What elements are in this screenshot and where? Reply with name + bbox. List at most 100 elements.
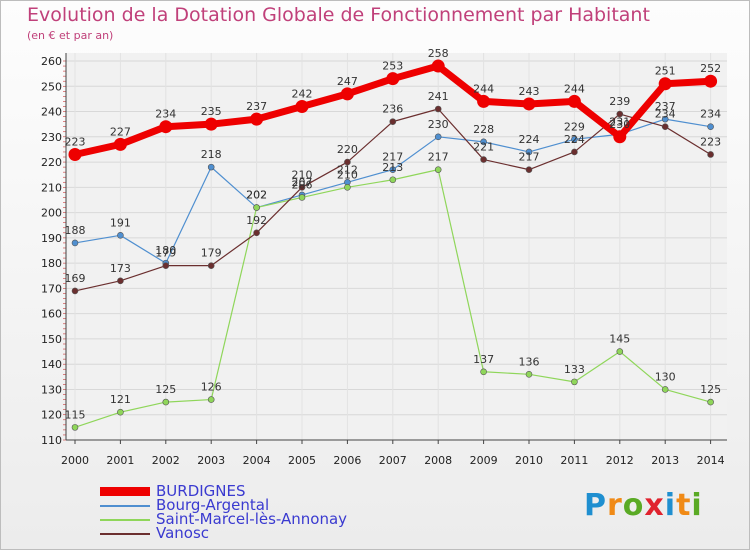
data-point xyxy=(616,110,624,118)
data-label: 133 xyxy=(564,363,585,376)
x-tick-label: 2008 xyxy=(424,454,452,467)
data-label: 212 xyxy=(337,163,358,176)
data-point xyxy=(571,378,578,386)
data-point xyxy=(117,277,124,285)
data-label: 179 xyxy=(155,247,176,260)
data-label: 213 xyxy=(382,161,403,174)
data-label: 241 xyxy=(428,90,449,103)
y-tick-label: 160 xyxy=(41,308,62,321)
data-point xyxy=(616,348,624,355)
y-tick-label: 150 xyxy=(41,333,62,346)
x-tick-label: 2007 xyxy=(379,454,407,467)
data-label: 229 xyxy=(564,120,585,133)
y-tick-label: 170 xyxy=(41,282,62,295)
data-label: 125 xyxy=(155,383,176,396)
logo-letter: x xyxy=(644,488,665,523)
data-point xyxy=(340,87,354,101)
data-point xyxy=(658,77,672,91)
data-point xyxy=(707,123,714,130)
data-label: 258 xyxy=(428,47,449,60)
logo-letter: t xyxy=(676,488,692,523)
data-point xyxy=(386,72,400,86)
data-point xyxy=(525,148,533,156)
logo-letter: P xyxy=(584,488,607,523)
data-label: 234 xyxy=(655,108,676,121)
data-label: 180 xyxy=(155,244,176,257)
data-label: 244 xyxy=(564,82,585,95)
data-point xyxy=(707,151,714,158)
data-label: 136 xyxy=(519,355,540,368)
data-label: 224 xyxy=(519,133,540,146)
chart-subtitle: (en € et par an) xyxy=(27,29,114,42)
x-tick-label: 2002 xyxy=(152,454,180,467)
y-tick-label: 190 xyxy=(41,232,62,245)
data-point xyxy=(71,239,79,247)
legend-swatch xyxy=(100,487,150,496)
data-label: 179 xyxy=(201,247,222,260)
x-tick-label: 2005 xyxy=(288,454,316,467)
legend-swatch xyxy=(100,519,150,521)
data-label: 227 xyxy=(110,125,131,138)
data-point xyxy=(207,262,215,269)
data-point xyxy=(613,130,627,144)
data-label: 228 xyxy=(473,123,494,136)
data-point xyxy=(298,194,306,201)
data-label: 217 xyxy=(428,151,449,164)
y-tick-label: 230 xyxy=(41,131,62,144)
data-label: 223 xyxy=(65,135,86,148)
y-tick-label: 260 xyxy=(41,55,62,68)
data-label: 125 xyxy=(700,383,721,396)
data-label: 217 xyxy=(519,151,540,164)
data-label: 236 xyxy=(382,103,403,116)
x-tick-label: 2001 xyxy=(106,454,134,467)
y-tick-label: 200 xyxy=(41,207,62,220)
data-point xyxy=(71,287,79,295)
data-label: 202 xyxy=(246,189,267,202)
data-label: 230 xyxy=(428,118,449,131)
data-point xyxy=(389,166,397,173)
data-label: 230 xyxy=(609,118,630,131)
data-point xyxy=(344,184,351,191)
data-point xyxy=(661,386,669,393)
data-point xyxy=(661,115,669,123)
data-label: 115 xyxy=(65,408,86,421)
y-tick-label: 210 xyxy=(41,181,62,194)
data-label: 210 xyxy=(292,168,313,181)
data-label: 220 xyxy=(337,143,358,156)
data-point xyxy=(389,118,397,125)
data-label: 188 xyxy=(65,224,86,237)
data-label: 191 xyxy=(110,216,131,229)
y-tick-label: 240 xyxy=(41,106,62,119)
data-point xyxy=(567,94,581,108)
data-point xyxy=(434,105,442,113)
data-label: 242 xyxy=(292,87,313,100)
data-label: 145 xyxy=(609,333,630,346)
data-label: 202 xyxy=(246,189,267,202)
x-tick-label: 2014 xyxy=(697,454,725,467)
data-point xyxy=(253,204,260,211)
data-point xyxy=(389,176,397,184)
logo-letter: o xyxy=(622,488,645,523)
y-tick-label: 180 xyxy=(41,257,62,270)
x-tick-label: 2012 xyxy=(606,454,634,467)
data-point xyxy=(253,229,260,237)
data-point xyxy=(480,368,487,376)
data-point xyxy=(480,138,487,146)
data-point xyxy=(295,99,309,113)
legend-item: Saint-Marcel-lès-Annonay xyxy=(100,510,400,528)
data-point xyxy=(162,262,170,269)
data-label: 206 xyxy=(292,178,313,191)
data-point xyxy=(661,123,669,130)
data-label: 121 xyxy=(110,393,131,406)
legend-item: BURDIGNES xyxy=(100,482,400,500)
data-point xyxy=(434,133,442,141)
data-point xyxy=(113,137,127,151)
x-tick-label: 2009 xyxy=(470,454,498,467)
data-point xyxy=(525,166,533,173)
data-label: 247 xyxy=(337,75,358,88)
x-tick-label: 2010 xyxy=(515,454,543,467)
data-label: 239 xyxy=(609,95,630,108)
data-label: 210 xyxy=(337,168,358,181)
data-point xyxy=(707,398,714,406)
